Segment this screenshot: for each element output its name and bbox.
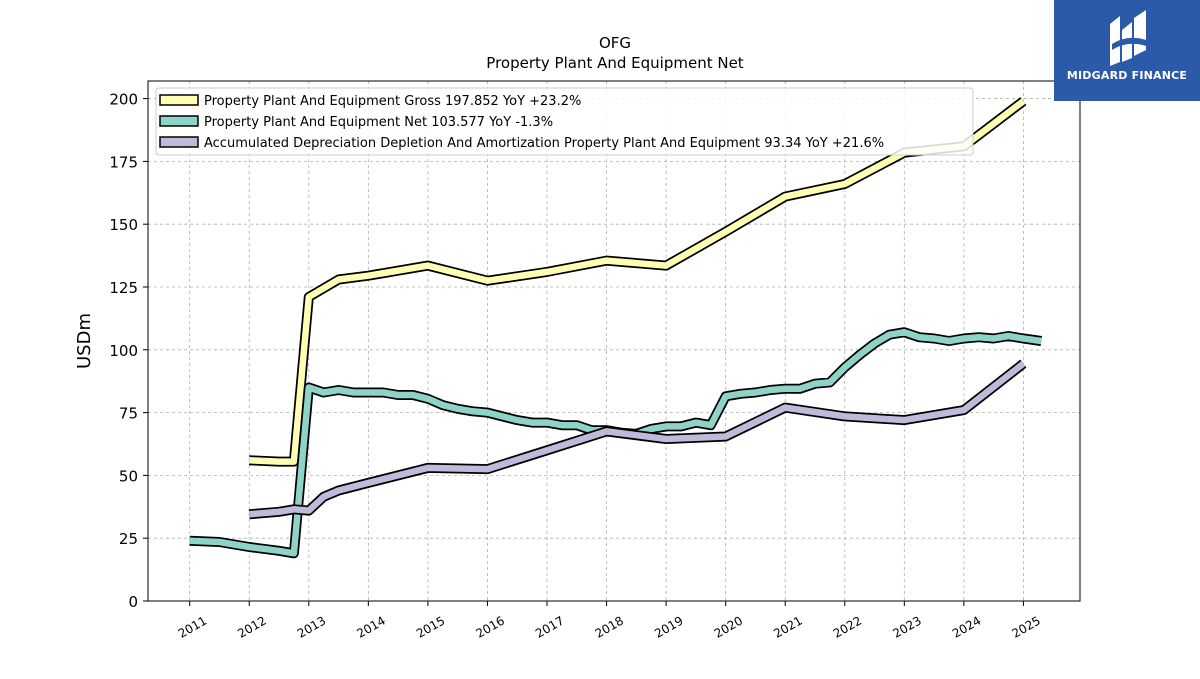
legend-box [155,87,974,156]
x-tick-label: 2020 [712,613,745,640]
legend: Property Plant And Equipment Gross 197.8… [155,87,974,156]
legend-swatch [159,115,199,127]
y-tick-label: 75 [119,405,138,423]
series-line-2 [248,361,1026,518]
x-tick-label: 2017 [533,613,566,640]
chart-subtitle: Property Plant And Equipment Net [486,54,743,72]
x-tick-label: 2024 [950,613,983,640]
series-outline-1 [189,327,1042,559]
x-tick-label: 2025 [1009,613,1042,640]
y-tick-label: 25 [119,530,138,548]
legend-swatch [159,94,199,106]
x-tick-label: 2023 [890,613,923,640]
series-outline-2 [248,359,1027,520]
x-tick-label: 2019 [652,613,685,640]
y-tick-label: 200 [109,91,138,109]
x-tick-label: 2021 [771,613,804,640]
legend-swatch [159,136,199,148]
y-tick-label: 175 [109,153,138,171]
y-tick-label: 50 [119,467,138,485]
y-tick-label: 0 [128,593,138,611]
chart-title: OFG [599,34,631,52]
x-tick-label: 2011 [176,613,209,640]
brand-logo: MIDGARD FINANCE [1054,0,1200,101]
y-axis-label: USDm [74,313,95,369]
y-tick-label: 125 [109,279,138,297]
y-tick-label: 100 [109,342,138,360]
brand-name: MIDGARD FINANCE [1066,69,1188,82]
series-line-0 [249,98,1026,465]
axes: 0 25 50 75 100 125 150 175 200 2011 2012 2013 2014 20… [109,91,1043,641]
legend-label: Property Plant And Equipment Gross 197.8… [204,94,581,109]
series-line-1 [189,328,1042,557]
plot-frame [147,80,1081,602]
x-tick-label: 2016 [473,613,506,640]
legend-label: Property Plant And Equipment Net 103.577… [204,115,553,130]
x-tick-label: 2022 [831,613,864,640]
series-layer [189,97,1042,559]
x-tick-label: 2012 [235,613,268,640]
x-tick-label: 2018 [593,613,626,640]
legend-label: Accumulated Depreciation Depletion And A… [204,136,884,151]
x-tick-label: 2013 [295,613,328,640]
x-tick-label: 2014 [354,613,387,640]
y-tick-label: 150 [109,216,138,234]
x-tick-label: 2015 [414,613,447,640]
midgard-logo-icon [1110,10,1146,66]
